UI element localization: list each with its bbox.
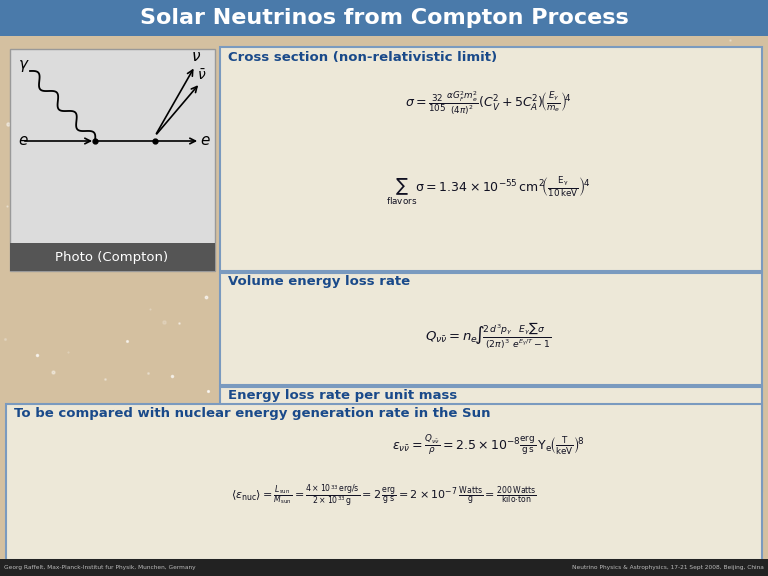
Text: Energy loss rate per unit mass: Energy loss rate per unit mass bbox=[228, 388, 457, 401]
Text: Volume energy loss rate: Volume energy loss rate bbox=[228, 275, 410, 289]
Text: Solar Neutrinos from Compton Process: Solar Neutrinos from Compton Process bbox=[140, 8, 628, 28]
Text: $Q_{\nu\bar\nu} = n_e\!\int\!\frac{2\,d^3p_\gamma}{(2\pi)^3}\frac{E_\gamma\sum\s: $Q_{\nu\bar\nu} = n_e\!\int\!\frac{2\,d^… bbox=[425, 321, 551, 351]
Text: $e$: $e$ bbox=[200, 133, 210, 148]
FancyBboxPatch shape bbox=[6, 404, 762, 560]
FancyBboxPatch shape bbox=[220, 47, 762, 271]
FancyBboxPatch shape bbox=[10, 243, 215, 271]
Text: To be compared with nuclear energy generation rate in the Sun: To be compared with nuclear energy gener… bbox=[14, 407, 491, 420]
Text: $\varepsilon_{\nu\bar\nu} = \frac{Q_{\nu\bar\nu}}{\rho}= 2.5\times10^{-8}\frac{\: $\varepsilon_{\nu\bar\nu} = \frac{Q_{\nu… bbox=[392, 434, 584, 458]
Text: Neutrino Physics & Astrophysics, 17-21 Sept 2008, Beijing, China: Neutrino Physics & Astrophysics, 17-21 S… bbox=[572, 565, 764, 570]
Text: $\sigma = \frac{32}{105}\frac{\alpha G_F^2 m_e^2}{(4\pi)^2}(C_V^2+5C_A^2)\!\left: $\sigma = \frac{32}{105}\frac{\alpha G_F… bbox=[405, 89, 571, 117]
Text: $\gamma$: $\gamma$ bbox=[18, 58, 30, 74]
FancyBboxPatch shape bbox=[220, 273, 762, 385]
Text: $\nu$: $\nu$ bbox=[191, 49, 201, 64]
Text: $e$: $e$ bbox=[18, 133, 28, 148]
FancyBboxPatch shape bbox=[0, 0, 768, 36]
FancyBboxPatch shape bbox=[10, 49, 215, 271]
Text: Photo (Compton): Photo (Compton) bbox=[55, 251, 168, 263]
Text: $\langle\varepsilon_{\rm nuc}\rangle = \frac{L_{\rm sun}}{M_{\rm sun}}= \frac{4\: $\langle\varepsilon_{\rm nuc}\rangle = \… bbox=[231, 483, 537, 509]
FancyBboxPatch shape bbox=[220, 387, 762, 491]
Text: Cross section (non-relativistic limit): Cross section (non-relativistic limit) bbox=[228, 51, 497, 65]
Text: $\bar{\nu}$: $\bar{\nu}$ bbox=[197, 68, 207, 83]
Text: Georg Raffelt, Max-Planck-Institut fur Physik, Munchen, Germany: Georg Raffelt, Max-Planck-Institut fur P… bbox=[4, 565, 196, 570]
Text: $\underset{\rm flavors}{\sum}\sigma = 1.34\times10^{-55}\,{\rm cm}^2\!\left(\fra: $\underset{\rm flavors}{\sum}\sigma = 1.… bbox=[386, 174, 590, 208]
FancyBboxPatch shape bbox=[0, 559, 768, 576]
